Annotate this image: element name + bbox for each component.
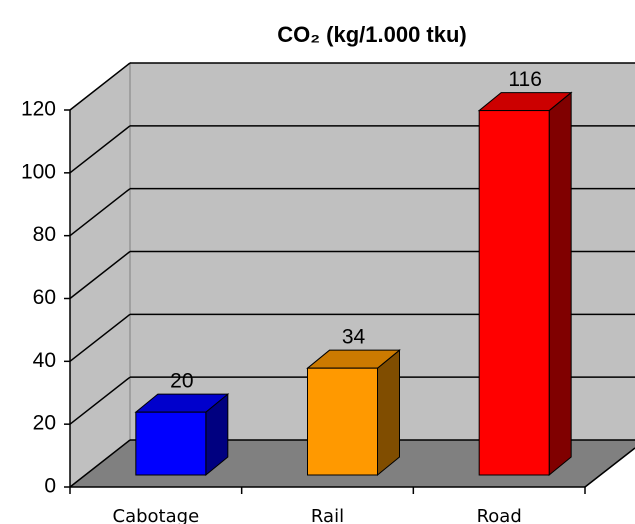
value-label: 34 [342,326,366,349]
grid-line [69,250,131,300]
bar [307,367,378,476]
y-tick-label: 120 [21,98,56,121]
x-tick-label: Cabotage [113,506,200,524]
y-tick-label: 40 [33,349,56,372]
bar [478,110,550,476]
grid-line [69,376,131,425]
grid-line [69,125,131,174]
grid-line [69,188,131,237]
floor-edge [584,447,635,488]
grid-line [69,62,131,111]
bar [135,411,207,476]
bar-side [548,91,572,477]
x-tick-label: Road [477,506,522,524]
grid-line [69,313,131,362]
x-tick-label: Rail [311,506,344,524]
value-label: 20 [170,370,193,393]
y-tick-label: 100 [21,160,56,183]
y-tick-label: 20 [33,412,56,435]
chart-title: CO₂ (kg/1.000 tku) [277,22,467,47]
value-label: 116 [508,68,541,91]
grid-line [69,439,131,488]
y-tick-label: 0 [44,475,56,498]
y-tick-label: 80 [33,223,56,246]
bar-side [377,349,400,477]
y-tick-label: 60 [33,286,56,309]
